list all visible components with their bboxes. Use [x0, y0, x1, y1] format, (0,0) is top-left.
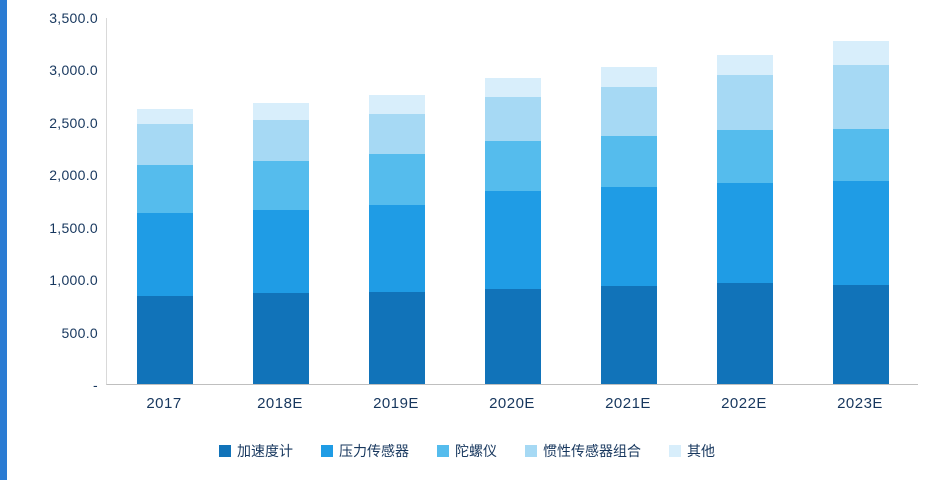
y-tick-label: 2,500.0: [49, 114, 98, 131]
bar-segment: [485, 288, 541, 384]
bar-segment: [485, 140, 541, 192]
x-tick-label: 2019E: [373, 395, 419, 412]
legend-swatch-icon: [669, 445, 681, 457]
bar-segment: [369, 113, 425, 155]
x-tick-label: 2023E: [837, 395, 883, 412]
legend-label: 其他: [687, 443, 715, 459]
y-tick-label: 500.0: [61, 324, 98, 341]
bar-segment: [833, 41, 889, 66]
x-tick-label: 2022E: [721, 395, 767, 412]
bar-segment: [717, 74, 773, 131]
y-tick-label: 3,500.0: [49, 10, 98, 26]
legend-swatch-icon: [321, 445, 333, 457]
bar-segment: [601, 67, 657, 88]
bar-segment: [137, 109, 193, 124]
bar-segment: [601, 186, 657, 287]
bar-segment: [717, 283, 773, 384]
bar-segment: [137, 213, 193, 296]
bar-segment: [369, 94, 425, 114]
legend-label: 压力传感器: [339, 443, 409, 459]
x-tick-label: 2018E: [257, 395, 303, 412]
plot-area: [106, 18, 918, 385]
bar-segment: [601, 87, 657, 136]
bar-segment: [369, 204, 425, 293]
bar-segment: [137, 295, 193, 384]
x-tick-label: 2017: [146, 395, 182, 412]
legend-item: 陀螺仪: [437, 441, 497, 461]
y-tick-label: 1,000.0: [49, 272, 98, 289]
y-tick-label: 1,500.0: [49, 219, 98, 236]
bar-segment: [833, 284, 889, 384]
bar-segment: [601, 286, 657, 384]
legend-label: 陀螺仪: [455, 443, 497, 459]
y-tick-label: 2,000.0: [49, 167, 98, 184]
left-border-strip: [0, 0, 7, 480]
legend-label: 惯性传感器组合: [543, 443, 641, 459]
bar-segment: [253, 160, 309, 210]
bar-segment: [717, 130, 773, 183]
bar-segment: [253, 209, 309, 294]
legend-item: 惯性传感器组合: [525, 441, 641, 461]
bar-segment: [717, 182, 773, 284]
bar-segment: [485, 96, 541, 141]
bar-segment: [369, 292, 425, 384]
bar-group-2021E: [601, 67, 657, 384]
bar-segment: [601, 135, 657, 187]
legend-swatch-icon: [525, 445, 537, 457]
bar-segment: [717, 54, 773, 75]
bar-segment: [137, 124, 193, 165]
bar-group-2020E: [485, 77, 541, 384]
bar-group-2023E: [833, 41, 889, 384]
bar-segment: [485, 191, 541, 289]
x-tick-label: 2021E: [605, 395, 651, 412]
bar-group-2019E: [369, 94, 425, 384]
bar-segment: [833, 180, 889, 285]
x-axis: 2017 2018E 2019E 2020E 2021E 2022E 2023E: [106, 395, 918, 419]
legend-item: 加速度计: [219, 441, 293, 461]
bar-group-2017: [137, 109, 193, 384]
bar-group-2022E: [717, 54, 773, 384]
bar-segment: [253, 103, 309, 120]
bar-segment: [485, 77, 541, 97]
bar-segment: [369, 154, 425, 205]
bar-group-2018E: [253, 103, 309, 384]
y-tick-label: -: [93, 377, 98, 393]
legend-item: 其他: [669, 441, 715, 461]
bar-segment: [253, 119, 309, 161]
legend-swatch-icon: [219, 445, 231, 457]
legend-swatch-icon: [437, 445, 449, 457]
legend-item: 压力传感器: [321, 441, 409, 461]
bar-segment: [137, 164, 193, 214]
x-tick-label: 2020E: [489, 395, 535, 412]
y-tick-label: 3,000.0: [49, 62, 98, 79]
bar-segment: [833, 65, 889, 130]
bar-segment: [253, 293, 309, 384]
y-axis: 3,500.0 3,000.0 2,500.0 2,000.0 1,500.0 1,000…: [14, 0, 98, 400]
bar-segment: [833, 129, 889, 181]
legend-label: 加速度计: [237, 443, 293, 459]
legend: 加速度计 压力传感器 陀螺仪 惯性传感器组合 其他: [0, 441, 934, 461]
